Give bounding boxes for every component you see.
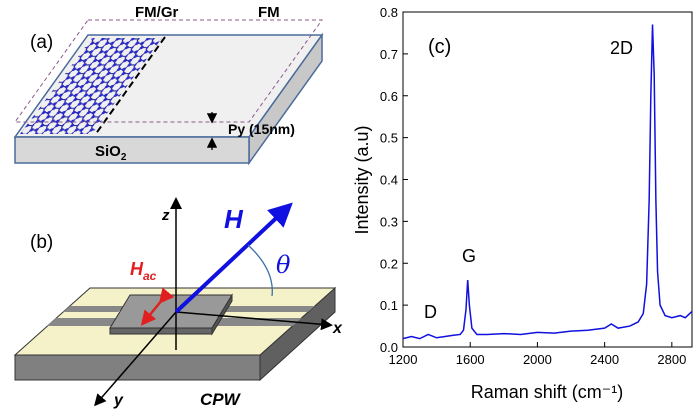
figure: (a) FM/Gr FM Py (15nm) SiO2 (b) z x y H …	[0, 0, 693, 411]
panel-label: (b)	[30, 232, 53, 253]
sample	[110, 295, 232, 328]
y-tick-label: 0.2	[380, 256, 398, 271]
x-tick-label: 2400	[590, 352, 619, 367]
y-tick-label: 0.5	[380, 131, 398, 146]
region-label: FM/Gr	[135, 4, 178, 21]
cpw-front	[15, 355, 260, 380]
cpw-strip	[215, 306, 315, 312]
annotation: G	[462, 246, 476, 266]
cpw-strip	[63, 306, 125, 312]
y-tick-label: 0.7	[380, 47, 398, 62]
ac-field-label: Hac	[130, 259, 157, 283]
x-tick-label: 2000	[523, 352, 552, 367]
annotation: D	[424, 302, 437, 322]
plot-frame	[403, 12, 692, 347]
waveguide-label: CPW	[200, 390, 242, 409]
x-tick-label: 1200	[389, 352, 418, 367]
slab-front	[15, 137, 249, 163]
region-label: FM	[258, 4, 280, 21]
y-tick-label: 0.6	[380, 89, 398, 104]
x-axis-title: Raman shift (cm⁻¹)	[471, 382, 624, 402]
spectrum-line	[403, 25, 692, 339]
y-tick-label: 0.3	[380, 214, 398, 229]
panel-label: (a)	[30, 32, 53, 53]
chart: Intensity (a.u) Raman shift (cm⁻¹) 0.00.…	[352, 5, 692, 402]
y-tick-label: 0.1	[380, 298, 398, 313]
y-axis-title: Intensity (a.u)	[352, 125, 372, 234]
annotation: 2D	[610, 38, 633, 58]
y-tick-label: 0.4	[380, 173, 398, 188]
axis-label: y	[113, 392, 124, 409]
x-tick-label: 1600	[456, 352, 485, 367]
panel-b: (b) z x y H θ Hac CPW	[15, 200, 343, 409]
angle-label: θ	[276, 251, 291, 279]
axis-label: x	[332, 320, 343, 337]
panel-a: (a) FM/Gr FM Py (15nm) SiO2	[15, 4, 322, 163]
field-label: H	[224, 204, 244, 234]
thickness-label: Py (15nm)	[228, 121, 295, 137]
y-tick-label: 0.8	[380, 5, 398, 20]
axis-label: z	[161, 207, 170, 224]
x-tick-label: 2800	[657, 352, 686, 367]
annotation: (c)	[428, 36, 451, 58]
